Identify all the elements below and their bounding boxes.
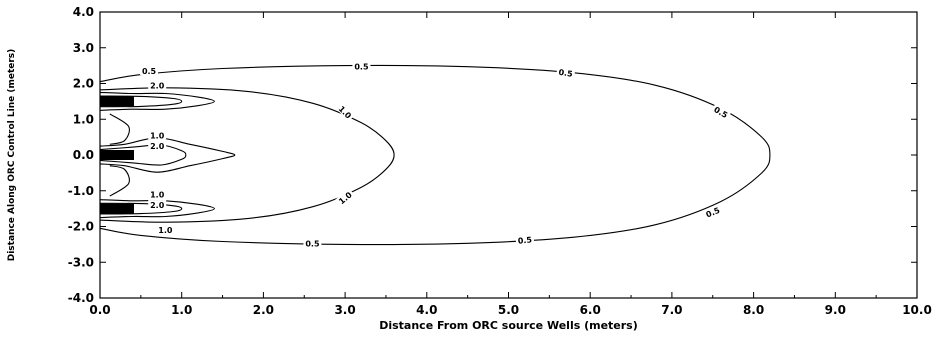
contour-label-3: 0.5 — [702, 204, 723, 219]
contour-line-7 — [99, 202, 183, 215]
contour-line-3 — [99, 144, 187, 166]
x-tick-label-6: 6.0 — [580, 303, 601, 317]
y-tick-label-6: -2.0 — [68, 220, 94, 234]
y-tick-label-7: -3.0 — [68, 255, 94, 269]
y-tick-label-3: 1.0 — [73, 112, 94, 126]
contour-label-10: 2.0 — [148, 80, 167, 90]
svg-text:0.5: 0.5 — [354, 62, 369, 71]
svg-text:2.0: 2.0 — [150, 142, 165, 151]
svg-text:0.5: 0.5 — [142, 67, 157, 76]
y-tick-label-4: 0.0 — [73, 148, 94, 162]
svg-text:0.5: 0.5 — [517, 235, 532, 245]
source-wells — [100, 96, 134, 214]
contour-line-1 — [99, 87, 395, 223]
x-tick-label-4: 4.0 — [416, 303, 437, 317]
x-tick-label-8: 8.0 — [743, 303, 764, 317]
contour-lines — [99, 64, 771, 246]
x-tick-label-0: 0.0 — [89, 303, 110, 317]
y-tick-label-2: 2.0 — [73, 77, 94, 91]
contour-label-2: 0.5 — [711, 103, 732, 120]
contour-label-1: 0.5 — [556, 66, 576, 79]
x-tick-label-3: 3.0 — [334, 303, 355, 317]
x-axis-label: Distance From ORC source Wells (meters) — [379, 319, 638, 332]
source-well-0 — [100, 96, 134, 107]
contour-line-0 — [99, 64, 771, 246]
contour-line-6 — [99, 199, 215, 219]
svg-text:1.0: 1.0 — [150, 190, 165, 199]
y-axis-label: Distance Along ORC Control Line (meters) — [7, 49, 17, 262]
contour-label-14: 2.0 — [148, 200, 167, 210]
contour-label-5: 0.5 — [303, 238, 322, 249]
contour-label-6: 1.0 — [335, 102, 355, 122]
x-tick-label-1: 1.0 — [171, 303, 192, 317]
y-tick-label-0: 4.0 — [73, 5, 94, 19]
contour-label-8: 1.0 — [156, 225, 175, 235]
svg-text:0.5: 0.5 — [305, 240, 320, 249]
x-tick-label-5: 5.0 — [498, 303, 519, 317]
contour-label-0: 0.5 — [352, 61, 371, 71]
svg-text:2.0: 2.0 — [150, 81, 165, 90]
y-tick-label-5: -1.0 — [68, 184, 94, 198]
x-tick-label-2: 2.0 — [253, 303, 274, 317]
x-tick-label-7: 7.0 — [661, 303, 682, 317]
source-well-1 — [100, 150, 134, 160]
y-tick-label-8: -4.0 — [68, 291, 94, 305]
source-well-2 — [100, 203, 134, 214]
contour-line-4 — [99, 91, 215, 111]
contour-line-5 — [99, 95, 183, 108]
plot-frame — [99, 11, 918, 299]
contour-label-4: 0.5 — [515, 234, 535, 246]
x-axis: 0.0 1.0 2.0 3.0 4.0 5.0 6.0 7.0 8.0 9.0 10.0 — [89, 12, 932, 317]
svg-text:1.0: 1.0 — [150, 131, 165, 140]
svg-text:2.0: 2.0 — [150, 201, 165, 210]
y-tick-label-1: 3.0 — [73, 41, 94, 55]
x-tick-label-10: 10.0 — [902, 303, 932, 317]
y-axis: 4.0 3.0 2.0 1.0 0.0 -1.0 -2.0 -3.0 -4.0 — [68, 5, 917, 305]
svg-text:1.0: 1.0 — [158, 226, 173, 235]
contour-label-9: 0.5 — [140, 65, 159, 76]
x-tick-label-9: 9.0 — [825, 303, 846, 317]
contour-label-11: 1.0 — [148, 130, 167, 140]
contour-line-8 — [109, 113, 130, 145]
svg-text:0.5: 0.5 — [558, 68, 574, 79]
contour-line-2 — [99, 137, 236, 173]
contour-line-9 — [109, 165, 130, 197]
contour-label-12: 2.0 — [148, 141, 167, 151]
contour-label-13: 1.0 — [148, 189, 167, 199]
